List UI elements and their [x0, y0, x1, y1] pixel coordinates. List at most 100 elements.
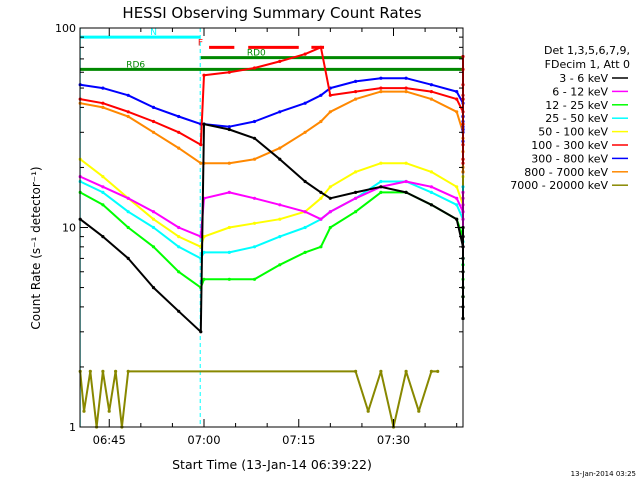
series-5-point-15 [404, 86, 408, 90]
series-2-point-6 [202, 277, 206, 281]
series-8-point-15 [429, 369, 433, 373]
series-5-point-1 [101, 101, 105, 105]
series-7-point-9 [278, 146, 282, 150]
series-0-point-5 [199, 330, 203, 334]
series-6-point-2 [126, 93, 130, 97]
legend: Det 1,3,5,6,7,9,FDecim 1, Att 03 - 6 keV… [510, 44, 630, 192]
series-7-point-7 [227, 161, 231, 165]
series-1-point-13 [354, 196, 358, 200]
series-7-point-16 [429, 97, 433, 101]
series-0-point-11 [319, 190, 323, 194]
series-0-point-16 [429, 203, 433, 207]
series-4-point-8 [252, 221, 257, 225]
series-0-point-1 [101, 235, 105, 239]
series-3-point-6 [202, 250, 206, 254]
plot-axes: 1 10 100 06:45 07:00 07:15 07:30 [55, 22, 464, 447]
series-5-point-12 [328, 93, 332, 97]
series-0-point-15 [404, 190, 408, 194]
series-5-point-4 [177, 130, 181, 134]
series-3-point-2 [126, 210, 130, 214]
series-1-point-17 [455, 196, 459, 200]
series-5-point-10 [303, 52, 307, 56]
series-7-point-12 [328, 110, 332, 114]
series-6-point-10 [303, 101, 307, 105]
series-1-point-15 [404, 179, 408, 184]
series-1-point-8 [252, 196, 257, 200]
legend-header-1: FDecim 1, Att 0 [545, 58, 630, 71]
flag-label-rd6: RD6 [126, 60, 145, 70]
series-0-point-4 [177, 309, 181, 313]
series-5-point-17 [455, 97, 459, 101]
series-2-point-2 [126, 225, 130, 230]
x-tick-label-0700: 07:00 [187, 433, 220, 447]
series-7-point-11 [319, 119, 323, 124]
series-0-point-9 [278, 157, 282, 161]
series-8-point-16 [436, 369, 440, 373]
series-6-point-8 [252, 119, 257, 124]
series-7-point-15 [404, 90, 408, 94]
series-8-point-5 [107, 409, 111, 413]
footer-timestamp: 13-Jan-2014 03:25 [571, 470, 636, 478]
x-tick-label-0645: 06:45 [93, 433, 126, 447]
series-0-point-12 [328, 196, 332, 200]
series-2-point-10 [303, 250, 307, 254]
series-2-point-13 [354, 210, 358, 214]
legend-label-5: 100 - 300 keV [531, 139, 608, 152]
series-1-point-1 [101, 185, 105, 189]
y-tick-label-1: 1 [69, 421, 76, 434]
series-3-point-9 [278, 235, 282, 239]
series-1-point-11 [319, 217, 323, 221]
series-2-point-14 [379, 190, 383, 194]
series-8-point-8 [126, 369, 130, 373]
series-0-point-6 [202, 122, 206, 126]
chart-title: HESSI Observing Summary Count Rates [122, 4, 421, 22]
series-7-point-14 [379, 90, 383, 94]
series-6-point-13 [354, 79, 358, 83]
series-2-point-1 [101, 203, 105, 207]
series-4-point-9 [278, 217, 282, 221]
series-3-point-17 [455, 203, 459, 207]
series-6-point-14 [379, 76, 383, 80]
series-4-point-14 [379, 161, 383, 165]
series-2-point-7 [227, 277, 231, 281]
series-5-point-6 [202, 73, 206, 77]
legend-label-0: 3 - 6 keV [559, 72, 608, 85]
series-5-point-5 [199, 143, 203, 147]
series-1-point-3 [151, 210, 156, 214]
series-1-point-9 [278, 203, 282, 207]
series-3-point-10 [303, 225, 307, 230]
series-7-point-13 [354, 97, 358, 101]
series-line-2 [79, 191, 464, 298]
series-7-point-1 [101, 105, 105, 109]
series-6-point-3 [151, 105, 156, 109]
legend-label-3: 25 - 50 keV [545, 112, 608, 125]
series-6-point-11 [319, 93, 323, 97]
series-3-point-16 [429, 190, 433, 194]
x-axis-label: Start Time (13-Jan-14 06:39:22) [172, 457, 372, 472]
series-line-1 [79, 175, 464, 248]
plot-data-layer: N F RD0 RD6 [78, 28, 465, 429]
series-7-point-10 [303, 130, 307, 134]
x-tick-label-0730: 07:30 [377, 433, 410, 447]
legend-label-6: 300 - 800 keV [531, 152, 608, 165]
series-7-point-5 [199, 161, 203, 165]
series-6-point-17 [455, 90, 459, 94]
series-0-point-3 [151, 286, 156, 290]
series-0-point-14 [379, 185, 383, 189]
legend-label-2: 12 - 25 keV [545, 99, 608, 112]
series-5-point-13 [354, 90, 358, 94]
series-6-point-9 [278, 110, 282, 114]
series-3-point-7 [227, 250, 231, 254]
y-tick-label-10: 10 [62, 222, 76, 235]
series-4-point-13 [354, 170, 358, 174]
series-0-point-7 [227, 127, 231, 132]
series-3-point-4 [177, 245, 181, 249]
series-1-point-12 [328, 210, 332, 214]
series-5-point-16 [429, 90, 433, 94]
series-2-point-12 [328, 225, 332, 230]
series-8-point-11 [379, 369, 383, 373]
series-3-point-8 [252, 245, 257, 249]
series-8-point-9 [354, 369, 358, 373]
series-1-point-4 [177, 225, 181, 230]
